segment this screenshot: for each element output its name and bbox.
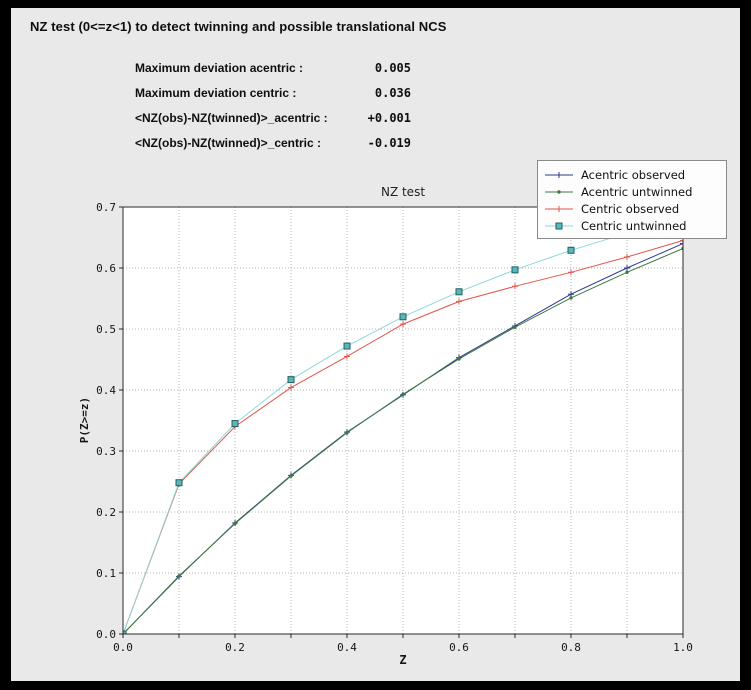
- svg-text:0.5: 0.5: [96, 323, 116, 336]
- svg-text:0.0: 0.0: [113, 641, 133, 654]
- stat-label-max-dev-centric: Maximum deviation centric :: [135, 85, 297, 100]
- legend-item-centric-untwinned: Centric untwinned: [544, 217, 720, 234]
- x-axis-label: Z: [399, 653, 407, 667]
- stat-value-nz-diff-centric: -0.019: [367, 135, 411, 150]
- y-axis-label: P(Z>=z): [78, 396, 91, 444]
- stat-label-nz-diff-acentric: <NZ(obs)-NZ(twinned)>_acentric :: [135, 110, 328, 125]
- legend-item-acentric-observed: Acentric observed: [544, 166, 720, 183]
- legend-line-sample-acentric-observed: [545, 171, 573, 178]
- svg-text:0.3: 0.3: [96, 445, 116, 458]
- stat-label-nz-diff-centric: <NZ(obs)-NZ(twinned)>_centric :: [135, 135, 322, 150]
- nz-test-chart: 0.0 0.2 0.4 0.6 0.8 1.0 0.0 0.1 0.2 0.3 0.4 0.5 0.6 0…: [96, 201, 693, 654]
- stat-row: Maximum deviation centric : 0.036: [135, 80, 411, 105]
- stat-row: <NZ(obs)-NZ(twinned)>_acentric : +0.001: [135, 105, 411, 130]
- stat-row: <NZ(obs)-NZ(twinned)>_centric : -0.019: [135, 130, 411, 155]
- legend-label: Acentric observed: [581, 167, 686, 182]
- svg-text:0.8: 0.8: [561, 641, 581, 654]
- legend-line-sample-centric-observed: [545, 205, 573, 212]
- legend-line-sample-centric-untwinned: [545, 222, 573, 229]
- legend-line-sample-acentric-untwinned: [545, 189, 573, 194]
- svg-text:0.7: 0.7: [96, 201, 116, 214]
- svg-text:0.6: 0.6: [449, 641, 469, 654]
- svg-text:0.4: 0.4: [337, 641, 357, 654]
- stats-block: Maximum deviation acentric : 0.005 Maxim…: [135, 55, 411, 155]
- svg-text:0.4: 0.4: [96, 384, 116, 397]
- svg-text:0.2: 0.2: [225, 641, 245, 654]
- stat-value-nz-diff-acentric: +0.001: [367, 110, 411, 125]
- legend-label: Centric observed: [581, 201, 680, 216]
- stat-row: Maximum deviation acentric : 0.005: [135, 55, 411, 80]
- svg-text:0.0: 0.0: [96, 628, 116, 641]
- legend-item-centric-observed: Centric observed: [544, 200, 720, 217]
- svg-text:1.0: 1.0: [673, 641, 693, 654]
- stat-value-max-dev-centric: 0.036: [374, 85, 411, 100]
- plot-panel: NZ test (0<=z<1) to detect twinning and …: [11, 8, 740, 681]
- page-title: NZ test (0<=z<1) to detect twinning and …: [30, 19, 447, 34]
- chart-legend: Acentric observed Acentric untwinned Cen…: [537, 160, 727, 239]
- legend-label: Acentric untwinned: [581, 184, 693, 199]
- legend-label: Centric untwinned: [581, 218, 687, 233]
- legend-item-acentric-untwinned: Acentric untwinned: [544, 183, 720, 200]
- chart-title: NZ test: [380, 185, 426, 199]
- svg-text:0.6: 0.6: [96, 262, 116, 275]
- svg-text:0.1: 0.1: [96, 567, 116, 580]
- stat-label-max-dev-acentric: Maximum deviation acentric :: [135, 60, 304, 75]
- stat-value-max-dev-acentric: 0.005: [374, 60, 411, 75]
- svg-text:0.2: 0.2: [96, 506, 116, 519]
